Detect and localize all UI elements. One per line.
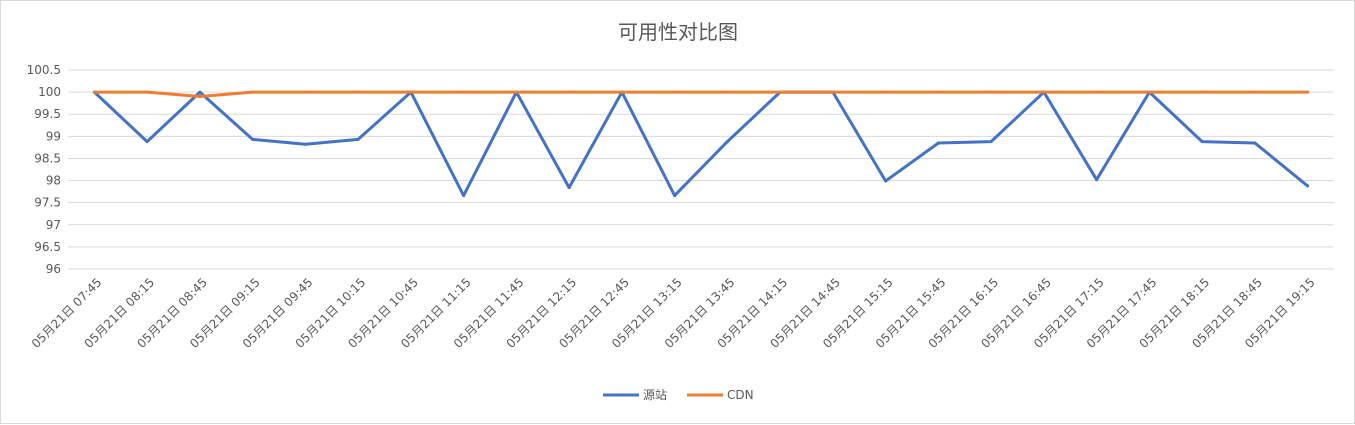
data-point (725, 90, 729, 94)
data-point (1042, 90, 1046, 94)
data-point (198, 90, 202, 94)
chart-title: 可用性对比图 (618, 20, 738, 44)
data-point (303, 142, 307, 146)
data-point (1200, 140, 1204, 144)
y-tick-label: 99.5 (34, 107, 61, 121)
y-tick-label: 98.5 (34, 151, 61, 165)
y-tick-label: 97.5 (34, 196, 61, 210)
y-tick-label: 97 (46, 218, 61, 232)
data-point (989, 90, 993, 94)
data-point (251, 90, 255, 94)
y-axis: 96 96.5 97 97.5 98 98.5 99 99.5 100 100.5 (27, 63, 61, 276)
data-point (303, 90, 307, 94)
legend: 源站 CDN (603, 388, 754, 402)
data-point (462, 90, 466, 94)
series-lines (92, 90, 1310, 198)
data-point (673, 194, 677, 198)
legend-label: CDN (727, 388, 754, 402)
data-point (1147, 90, 1151, 94)
y-tick-label: 96 (46, 262, 61, 276)
data-point (936, 141, 940, 145)
data-point (936, 90, 940, 94)
series-line-cdn (92, 90, 1310, 98)
y-tick-label: 98 (46, 174, 61, 188)
data-point (1306, 184, 1310, 188)
data-point (884, 179, 888, 183)
data-point (145, 90, 149, 94)
data-point (884, 90, 888, 94)
data-point (1253, 90, 1257, 94)
data-point (673, 90, 677, 94)
data-point (356, 90, 360, 94)
series-line-origin (92, 90, 1310, 198)
data-point (831, 90, 835, 94)
data-point (145, 140, 149, 144)
data-point (92, 90, 96, 94)
data-point (989, 140, 993, 144)
y-tick-label: 100.5 (27, 63, 61, 77)
data-point (409, 90, 413, 94)
data-point (1095, 178, 1099, 182)
data-point (514, 90, 518, 94)
data-point (1095, 90, 1099, 94)
data-point (1253, 141, 1257, 145)
data-point (567, 186, 571, 190)
data-point (198, 95, 202, 99)
y-tick-label: 100 (38, 85, 61, 99)
data-point (620, 90, 624, 94)
data-point (1200, 90, 1204, 94)
legend-label: 源站 (643, 388, 667, 402)
y-tick-label: 96.5 (34, 240, 61, 254)
data-point (356, 137, 360, 141)
data-point (251, 137, 255, 141)
data-point (725, 140, 729, 144)
data-point (462, 194, 466, 198)
data-point (1306, 90, 1310, 94)
data-point (567, 90, 571, 94)
y-tick-label: 99 (46, 129, 61, 143)
data-point (778, 90, 782, 94)
